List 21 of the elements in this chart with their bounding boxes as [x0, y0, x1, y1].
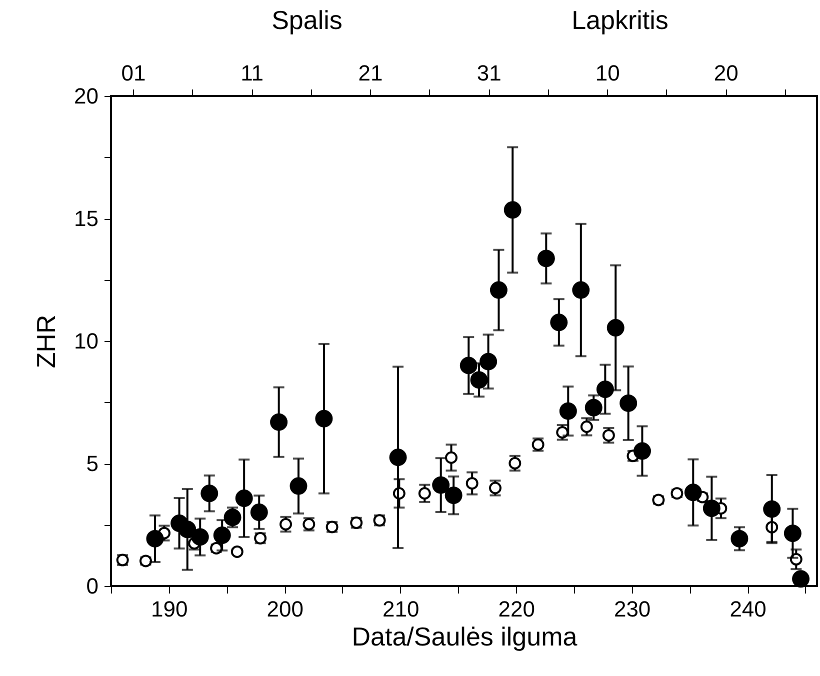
- y-tick-label: 5: [86, 451, 98, 476]
- x-tick-label: 190: [151, 596, 188, 622]
- x-tick-label: 220: [498, 596, 535, 622]
- x2-tick-label: 11: [240, 60, 264, 86]
- x-axis-title: Data/Saulės ilguma: [352, 622, 578, 652]
- text: Lapkritis: [572, 5, 668, 35]
- text: Spalis: [272, 5, 342, 35]
- x2-tick-label: 20: [714, 60, 738, 86]
- x2-tick-label: 01: [121, 60, 146, 86]
- y-tick-label: 15: [74, 206, 98, 231]
- y-tick-label: 0: [86, 574, 98, 598]
- x-tick-label: 230: [614, 596, 651, 622]
- y-axis-title: ZHR: [31, 314, 62, 368]
- x2-tick-label: 21: [358, 60, 383, 86]
- y-tick-label: 20: [74, 84, 98, 108]
- x2-tick-label: 10: [595, 60, 620, 86]
- y-tick-label: 10: [74, 328, 98, 354]
- x-tick-label: 210: [382, 596, 420, 622]
- x2-tick-label: 31: [476, 60, 502, 86]
- x-tick-label: 200: [266, 596, 304, 622]
- x-tick-label: 240: [730, 596, 766, 622]
